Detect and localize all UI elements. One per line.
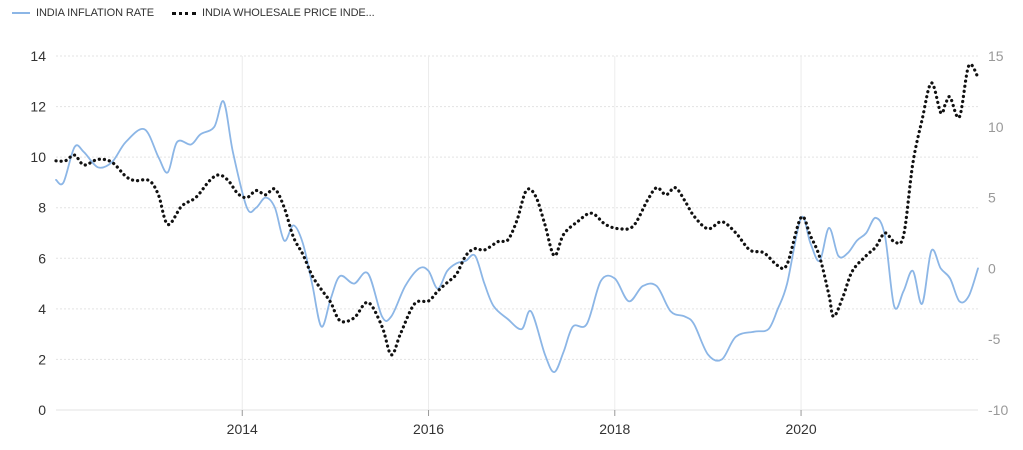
y-left-tick-label: 4 bbox=[38, 301, 46, 317]
legend-item-wholesale-price[interactable]: INDIA WHOLESALE PRICE INDE... bbox=[172, 7, 375, 19]
legend-label: INDIA INFLATION RATE bbox=[36, 7, 154, 19]
legend-swatch-dotted bbox=[172, 11, 196, 15]
x-tick-label: 2018 bbox=[599, 421, 630, 437]
chart-legend: INDIA INFLATION RATE INDIA WHOLESALE PRI… bbox=[12, 4, 393, 22]
x-tick-label: 2020 bbox=[785, 421, 816, 437]
legend-item-inflation-rate[interactable]: INDIA INFLATION RATE bbox=[12, 7, 154, 19]
y-right-tick-label: 5 bbox=[988, 190, 996, 206]
y-left-tick-label: 2 bbox=[38, 351, 46, 367]
series-line-wholesale-price bbox=[54, 62, 980, 357]
legend-swatch-solid bbox=[12, 12, 30, 14]
series-line-inflation-rate bbox=[55, 100, 979, 373]
legend-label: INDIA WHOLESALE PRICE INDE... bbox=[202, 7, 375, 19]
y-left-tick-label: 6 bbox=[38, 250, 46, 266]
y-left-tick-label: 8 bbox=[38, 200, 46, 216]
y-right-tick-label: -5 bbox=[988, 331, 1001, 347]
y-left-tick-label: 12 bbox=[30, 99, 46, 115]
y-right-tick-label: 10 bbox=[988, 119, 1004, 135]
y-left-tick-label: 0 bbox=[38, 402, 46, 418]
y-left-tick-label: 10 bbox=[30, 149, 46, 165]
y-right-tick-label: 15 bbox=[988, 48, 1004, 64]
x-tick-label: 2016 bbox=[413, 421, 444, 437]
y-right-tick-label: 0 bbox=[988, 260, 996, 276]
y-left-tick-label: 14 bbox=[30, 48, 46, 64]
x-tick-label: 2014 bbox=[227, 421, 258, 437]
y-right-tick-label: -10 bbox=[988, 402, 1008, 418]
